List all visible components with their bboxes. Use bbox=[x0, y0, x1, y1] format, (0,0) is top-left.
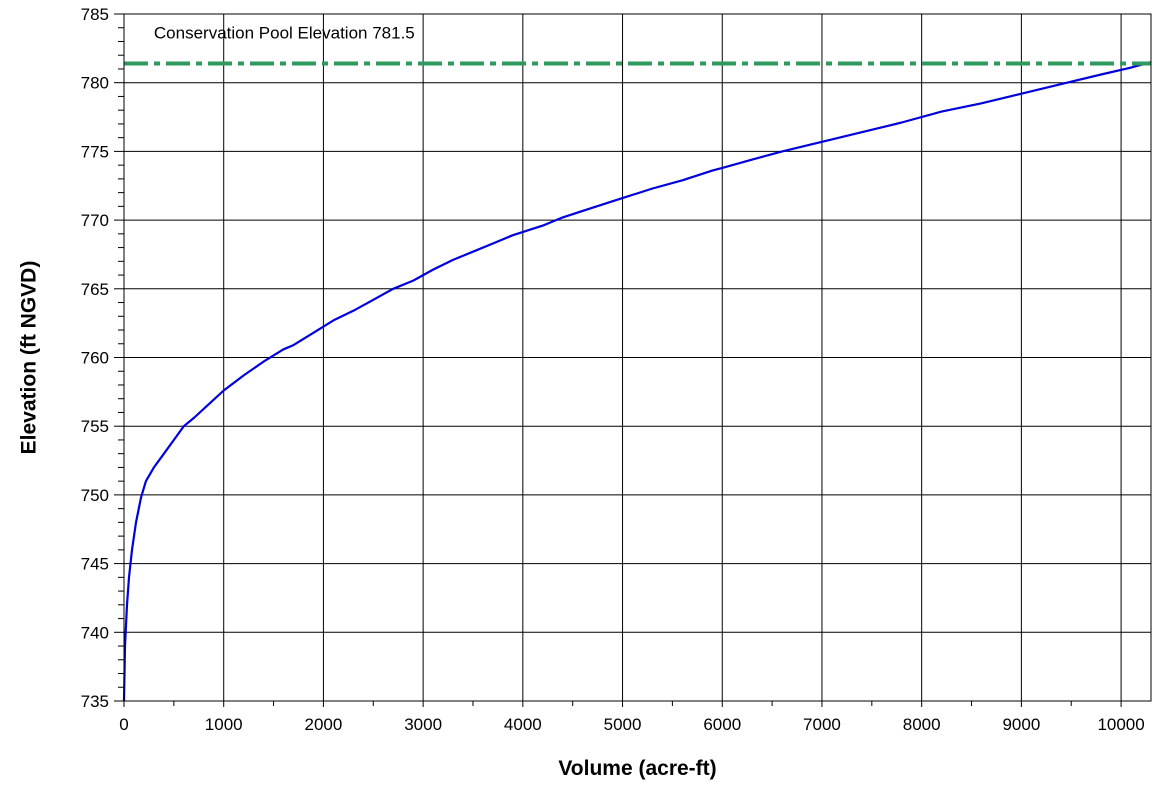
grid-lines bbox=[124, 14, 1151, 701]
x-tick-label: 7000 bbox=[803, 715, 841, 734]
x-tick-label: 9000 bbox=[1002, 715, 1040, 734]
x-tick-label: 10000 bbox=[1097, 715, 1144, 734]
y-tick-label: 770 bbox=[81, 211, 109, 230]
x-tick-label: 0 bbox=[119, 715, 128, 734]
x-tick-label: 6000 bbox=[703, 715, 741, 734]
x-tick-label: 1000 bbox=[205, 715, 243, 734]
y-tick-label: 780 bbox=[81, 74, 109, 93]
x-tick-label: 5000 bbox=[604, 715, 642, 734]
storage-curve-line bbox=[122, 61, 1152, 702]
y-tick-label: 755 bbox=[81, 417, 109, 436]
y-tick-label: 785 bbox=[81, 5, 109, 24]
x-tick-label: 3000 bbox=[404, 715, 442, 734]
y-tick-label: 775 bbox=[81, 142, 109, 161]
minor-ticks bbox=[114, 13, 1122, 707]
x-tick-label: 2000 bbox=[305, 715, 343, 734]
y-tick-label: 745 bbox=[81, 555, 109, 574]
tick-labels: 0 1000 2000 3000 4000 5000 6000 7000 8000 9000 100… bbox=[81, 5, 1145, 734]
y-axis-title: Elevation (ft NGVD) bbox=[17, 261, 40, 455]
conservation-pool-label: Conservation Pool Elevation 781.5 bbox=[154, 24, 415, 43]
y-tick-label: 760 bbox=[81, 349, 109, 368]
x-axis-title: Volume (acre-ft) bbox=[558, 757, 716, 780]
annotations: Conservation Pool Elevation 781.5 bbox=[154, 24, 415, 43]
x-tick-label: 4000 bbox=[504, 715, 542, 734]
y-tick-label: 735 bbox=[81, 692, 109, 711]
y-tick-label: 750 bbox=[81, 486, 109, 505]
plot-frame bbox=[123, 13, 1152, 702]
y-tick-label: 765 bbox=[81, 280, 109, 299]
series-group bbox=[122, 61, 1152, 702]
x-tick-label: 8000 bbox=[903, 715, 941, 734]
y-tick-label: 740 bbox=[81, 623, 109, 642]
